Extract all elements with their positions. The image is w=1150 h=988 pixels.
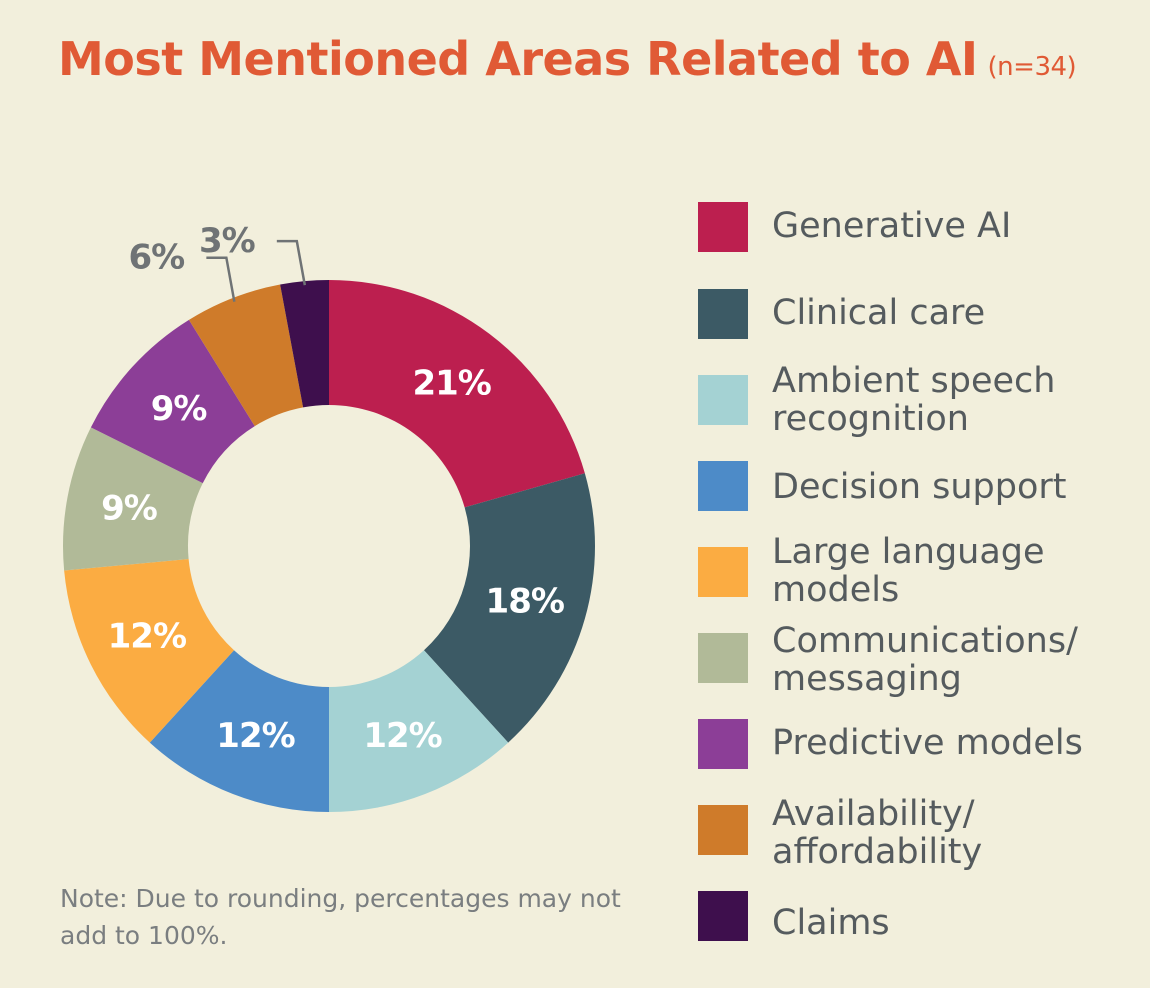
chart-subtitle: (n=34) [987, 52, 1077, 82]
data-label-communications-messaging: 9% [101, 489, 157, 529]
donut-chart: 21% 18% 12% 12% 12% 9% 9% 6% 3% [63, 221, 595, 812]
rounding-note: Note: Due to rounding, percentages may n… [60, 884, 621, 950]
data-label-predictive-models: 9% [151, 389, 207, 429]
legend-label-clinical-care: Clinical care [772, 293, 986, 333]
data-label-availability-affordability: 6% [128, 238, 184, 278]
data-label-generative-ai: 21% [412, 364, 490, 404]
slice-clinical-care [423, 473, 595, 743]
slice-availability-affordability [188, 284, 304, 427]
leader-line-claims [276, 239, 307, 286]
chart-title-text: Most Mentioned Areas Related to AI [58, 32, 978, 86]
legend-swatch-availability-affordability [698, 805, 748, 855]
legend-label-ambient-speech-recognition: Ambient speech recognition [772, 361, 1056, 439]
legend-swatch-ambient-speech-recognition [698, 375, 748, 425]
legend-label-predictive-models: Predictive models [772, 723, 1083, 763]
legend-label-availability-affordability: Availability/ affordability [772, 794, 983, 872]
legend-label-communications-messaging: Communications/ messaging [772, 621, 1078, 699]
slice-large-language-models [64, 559, 235, 743]
leader-line-availability-affordability [206, 256, 236, 302]
legend-swatch-large-language-models [698, 547, 748, 597]
data-label-ambient-speech-recognition: 12% [363, 716, 441, 756]
legend-label-decision-support: Decision support [772, 467, 1067, 507]
data-label-clinical-care: 18% [486, 582, 564, 622]
chart-title: Most Mentioned Areas Related to AI (n=34) [58, 32, 1077, 86]
legend-swatch-claims [698, 891, 748, 941]
slice-ambient-speech-recognition [329, 650, 509, 812]
legend-label-large-language-models: Large language models [772, 532, 1045, 610]
legend-swatch-predictive-models [698, 719, 748, 769]
data-label-large-language-models: 12% [108, 617, 186, 657]
slice-predictive-models [90, 319, 255, 484]
data-label-decision-support: 12% [216, 716, 294, 756]
legend-swatch-generative-ai [698, 202, 748, 252]
slice-decision-support [149, 650, 329, 812]
legend-label-generative-ai: Generative AI [772, 206, 1012, 246]
legend-swatch-clinical-care [698, 289, 748, 339]
legend-swatch-communications-messaging [698, 633, 748, 683]
slice-claims [280, 280, 329, 408]
slice-generative-ai [329, 280, 585, 508]
data-label-claims: 3% [199, 221, 255, 261]
legend-label-claims: Claims [772, 903, 890, 943]
slice-communications-messaging [63, 427, 203, 571]
legend-swatch-decision-support [698, 461, 748, 511]
